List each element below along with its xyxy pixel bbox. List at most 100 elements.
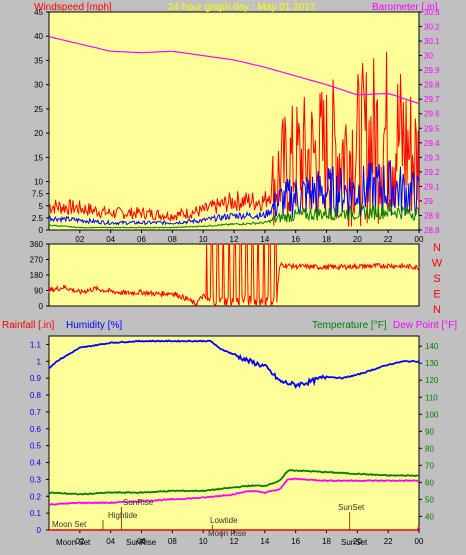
wind-series-line xyxy=(48,202,420,229)
barometer-line xyxy=(48,36,420,105)
barometer-tick-label: 29.7 xyxy=(424,95,440,104)
humidity-x-tick-label: 10 xyxy=(199,537,208,546)
humidity-left-tick-label: 0.9 xyxy=(30,374,42,383)
humidity-left-tick-label: 0.7 xyxy=(30,408,42,417)
humidity-x-tick-label: 14 xyxy=(260,537,269,546)
wind-series-line xyxy=(48,160,420,226)
barometer-tick-label: 28.8 xyxy=(424,226,440,235)
barometer-tick-label: 29.4 xyxy=(424,139,440,148)
event-annotation: Hightide xyxy=(108,511,138,520)
wind-left-tick-label: 7.5 xyxy=(32,190,44,199)
compass-label: S xyxy=(433,273,440,285)
barometer-tick-label: 29.5 xyxy=(424,124,440,133)
direction-tick-label: 180 xyxy=(30,271,44,280)
event-annotation: SunRise xyxy=(123,498,154,507)
temperature-tick-label: 130 xyxy=(425,359,439,368)
humidity-x-tick-label: 02 xyxy=(75,537,84,546)
humidity-temperature-line xyxy=(48,477,420,506)
rainfall-line xyxy=(49,526,420,531)
wind-axis-label: Windspeed [mph] xyxy=(34,2,112,13)
temperature-tick-label: 100 xyxy=(425,410,439,419)
humidity-left-tick-label: 1 xyxy=(37,357,42,366)
humidity-x-tick-label: 08 xyxy=(168,537,177,546)
wind-left-tick-label: 0 xyxy=(39,226,44,235)
humidity-x-tick-label: 16 xyxy=(291,537,300,546)
wind-left-tick-label: 45 xyxy=(34,8,43,17)
wind-series-line xyxy=(48,51,420,227)
humidity-x-tick-label: 18 xyxy=(322,537,331,546)
temperature-tick-label: 60 xyxy=(425,478,434,487)
humidity-left-tick-label: 0.8 xyxy=(30,391,42,400)
wind-left-tick-label: 10 xyxy=(34,178,43,187)
compass-label: E xyxy=(433,289,440,301)
event-annotation: Moon Rise xyxy=(208,529,247,538)
wind-left-tick-label: 15 xyxy=(34,153,43,162)
barometer-tick-label: 29.9 xyxy=(424,66,440,75)
wind-left-tick-label: 40 xyxy=(34,32,43,41)
humidity-x-tick-label: 20 xyxy=(353,537,362,546)
wind-left-tick-label: 25 xyxy=(34,105,43,114)
compass-label: W xyxy=(432,258,443,270)
humidity-plot-area xyxy=(48,335,420,531)
direction-tick-label: 90 xyxy=(34,287,43,296)
wind-x-tick-label: 12 xyxy=(230,235,239,244)
barometer-tick-label: 30.1 xyxy=(424,37,440,46)
event-annotation: Lowtide xyxy=(210,516,238,525)
barometer-tick-label: 28.9 xyxy=(424,211,440,220)
wind-direction-line xyxy=(48,243,420,308)
bottom-event-label: SunRise xyxy=(126,538,157,547)
humidity-left-tick-label: 1.1 xyxy=(30,340,42,349)
barometer-tick-label: 30 xyxy=(424,52,433,61)
event-annotation: SunSet xyxy=(338,503,365,512)
barometer-tick-label: 29.2 xyxy=(424,168,440,177)
barometer-axis-label: Barometer [.in] xyxy=(372,2,438,13)
wind-plot-area xyxy=(48,11,420,231)
temperature-tick-label: 80 xyxy=(425,444,434,453)
barometer-tick-label: 29.1 xyxy=(424,182,440,191)
wind-x-tick-label: 08 xyxy=(168,235,177,244)
wind-left-tick-label: 5 xyxy=(39,202,44,211)
wind-left-tick-label: 20 xyxy=(34,129,43,138)
wind-x-tick-label: 18 xyxy=(322,235,331,244)
temperature-tick-label: 40 xyxy=(425,512,434,521)
wind-left-tick-label: 30 xyxy=(34,81,43,90)
temperature-tick-label: 50 xyxy=(425,495,434,504)
temperature-tick-label: 70 xyxy=(425,461,434,470)
wind-x-tick-label: 16 xyxy=(291,235,300,244)
humidity-left-tick-label: 0.3 xyxy=(30,475,42,484)
wind-x-tick-label: 22 xyxy=(384,235,393,244)
temperature-tick-label: 140 xyxy=(425,342,439,351)
wind-left-tick-label: 35 xyxy=(34,56,43,65)
humidity-left-tick-label: 0.6 xyxy=(30,425,42,434)
humidity-x-tick-label: 00 xyxy=(415,537,424,546)
barometer-tick-label: 29.3 xyxy=(424,153,440,162)
bottom-event-label: SunSet xyxy=(341,538,368,547)
humidity-x-tick-label: 04 xyxy=(106,537,115,546)
rainfall-axis-label: Rainfall [.in] xyxy=(2,320,55,331)
humidity-x-tick-label: 06 xyxy=(137,537,146,546)
dew-point-axis-label: Dew Point [°F] xyxy=(393,320,458,331)
direction-tick-label: 360 xyxy=(30,240,44,249)
barometer-tick-label: 30.2 xyxy=(424,23,440,32)
humidity-axis-label: Humidity [%] xyxy=(66,320,123,331)
wind-x-tick-label: 02 xyxy=(75,235,84,244)
temperature-tick-label: 120 xyxy=(425,376,439,385)
wind-x-tick-label: 20 xyxy=(353,235,362,244)
bottom-event-label: Moon Set xyxy=(56,538,91,547)
wind-x-tick-label: 00 xyxy=(415,235,424,244)
humidity-left-tick-label: 0.4 xyxy=(30,459,42,468)
humidity-temperature-line xyxy=(48,469,420,496)
barometer-tick-label: 29.6 xyxy=(424,110,440,119)
temperature-tick-label: 90 xyxy=(425,427,434,436)
wind-x-tick-label: 10 xyxy=(199,235,208,244)
wind-x-tick-label: 14 xyxy=(260,235,269,244)
wind-x-tick-label: 04 xyxy=(106,235,115,244)
barometer-tick-label: 30.3 xyxy=(424,8,440,17)
humidity-left-tick-label: 0.2 xyxy=(30,492,42,501)
compass-label: N xyxy=(433,242,441,254)
chart-title: 24 hour graph day : May 01 2017 xyxy=(168,2,316,13)
humidity-left-tick-label: 0 xyxy=(37,526,42,535)
humidity-left-tick-label: 0.5 xyxy=(30,442,42,451)
direction-tick-label: 270 xyxy=(30,256,44,265)
